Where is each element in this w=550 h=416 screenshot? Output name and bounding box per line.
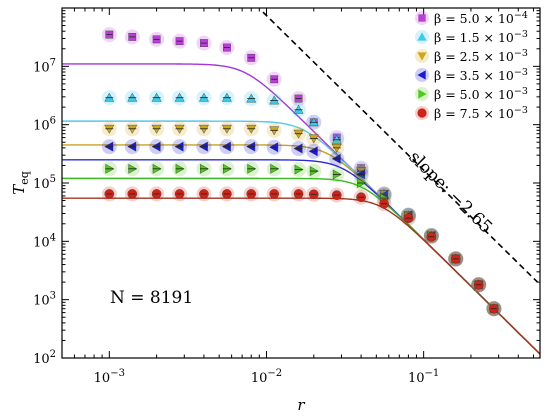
- x-tick-label: 10−1: [408, 368, 439, 386]
- y-axis-title: Teq: [10, 171, 31, 195]
- fit-curve-1: [62, 120, 540, 355]
- legend-label: β = 5.0 × 10−3: [434, 86, 528, 102]
- legend-label: β = 2.5 × 10−3: [434, 48, 528, 64]
- legend-item: β = 3.5 × 10−3: [415, 67, 528, 83]
- n-annotation: N = 8191: [110, 288, 193, 308]
- data-point: [127, 92, 138, 102]
- axes: 10−3 10−2 10−1 102 103 104 105 106 107 r Teq: [10, 7, 541, 414]
- x-tick-label: 10−2: [251, 368, 282, 386]
- y-tick-label: 103: [33, 291, 56, 309]
- legend-marker: [417, 52, 427, 61]
- data-point: [104, 124, 115, 134]
- data-point: [331, 134, 342, 144]
- data-point: [198, 92, 209, 102]
- data-point: [308, 117, 319, 127]
- data-point: [308, 134, 319, 144]
- legend-marker: [418, 89, 427, 99]
- legend: β = 5.0 × 10−4 β = 1.5 × 10−3 β = 2.5 × 10…: [415, 10, 528, 121]
- reference-slope-line: [262, 11, 539, 283]
- legend-label: β = 7.5 × 10−3: [434, 105, 528, 121]
- data-point: [151, 124, 162, 134]
- y-tick-label: 106: [33, 116, 56, 134]
- y-tick-label: 107: [33, 57, 56, 75]
- legend-item: β = 7.5 × 10−3: [415, 105, 528, 121]
- data-point: [269, 95, 280, 105]
- plot-content: [62, 27, 540, 355]
- y-tick-label: 105: [33, 174, 56, 192]
- data-point: [221, 92, 232, 102]
- slope-annotation: slope: −2.65: [404, 147, 495, 237]
- data-point: [174, 124, 185, 134]
- y-tick-label: 102: [33, 349, 56, 367]
- fit-curve-5: [62, 197, 540, 355]
- data-point: [246, 93, 257, 103]
- data-point: [174, 92, 185, 102]
- legend-label: β = 1.5 × 10−3: [434, 29, 528, 45]
- data-point: [151, 92, 162, 102]
- legend-marker: [417, 108, 427, 118]
- data-point: [293, 129, 304, 139]
- legend-item: β = 1.5 × 10−3: [415, 29, 528, 45]
- data-point: [104, 92, 115, 102]
- series-5-points: [101, 186, 502, 317]
- data-point: [269, 126, 280, 136]
- data-point: [293, 104, 304, 114]
- legend-label: β = 5.0 × 10−4: [434, 10, 528, 26]
- data-point: [331, 143, 342, 153]
- legend-marker: [418, 14, 426, 22]
- legend-label: β = 3.5 × 10−3: [434, 67, 528, 83]
- x-axis-title: r: [297, 396, 305, 414]
- legend-item: β = 5.0 × 10−4: [415, 10, 528, 26]
- legend-item: β = 2.5 × 10−3: [415, 48, 528, 64]
- data-point: [246, 124, 257, 134]
- data-point: [127, 124, 138, 134]
- data-point: [221, 124, 232, 134]
- data-point: [198, 124, 209, 134]
- x-tick-label: 10−3: [94, 368, 125, 386]
- legend-marker: [417, 32, 427, 41]
- legend-marker: [417, 70, 426, 80]
- y-tick-label: 104: [33, 232, 56, 250]
- plot-area: [62, 27, 540, 355]
- legend-item: β = 5.0 × 10−3: [415, 86, 528, 102]
